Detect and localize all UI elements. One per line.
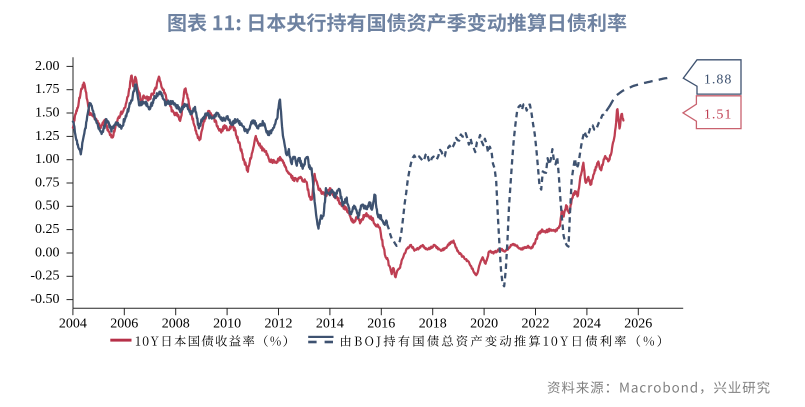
svg-text:-0.50: -0.50 (30, 292, 59, 307)
svg-text:1.50: 1.50 (35, 105, 60, 120)
svg-text:1.88: 1.88 (704, 73, 733, 88)
svg-text:2012: 2012 (265, 316, 293, 331)
svg-text:1.25: 1.25 (35, 129, 60, 144)
svg-text:-0.25: -0.25 (30, 269, 59, 284)
svg-text:0.50: 0.50 (35, 199, 60, 214)
svg-text:0.75: 0.75 (35, 175, 60, 190)
svg-text:2018: 2018 (419, 316, 447, 331)
svg-text:2026: 2026 (624, 316, 652, 331)
svg-text:2.00: 2.00 (35, 59, 60, 74)
svg-text:2004: 2004 (59, 316, 87, 331)
svg-text:2010: 2010 (213, 316, 241, 331)
svg-text:1.75: 1.75 (35, 82, 60, 97)
svg-text:1.51: 1.51 (704, 108, 733, 123)
svg-text:2024: 2024 (573, 316, 601, 331)
svg-text:1.00: 1.00 (35, 152, 60, 167)
svg-text:0.25: 0.25 (35, 222, 60, 237)
svg-text:2020: 2020 (470, 316, 498, 331)
svg-text:2014: 2014 (316, 316, 344, 331)
svg-text:0.00: 0.00 (35, 245, 60, 260)
svg-text:2008: 2008 (162, 316, 190, 331)
svg-text:2016: 2016 (367, 316, 395, 331)
svg-text:2022: 2022 (522, 316, 550, 331)
svg-text:2006: 2006 (110, 316, 138, 331)
